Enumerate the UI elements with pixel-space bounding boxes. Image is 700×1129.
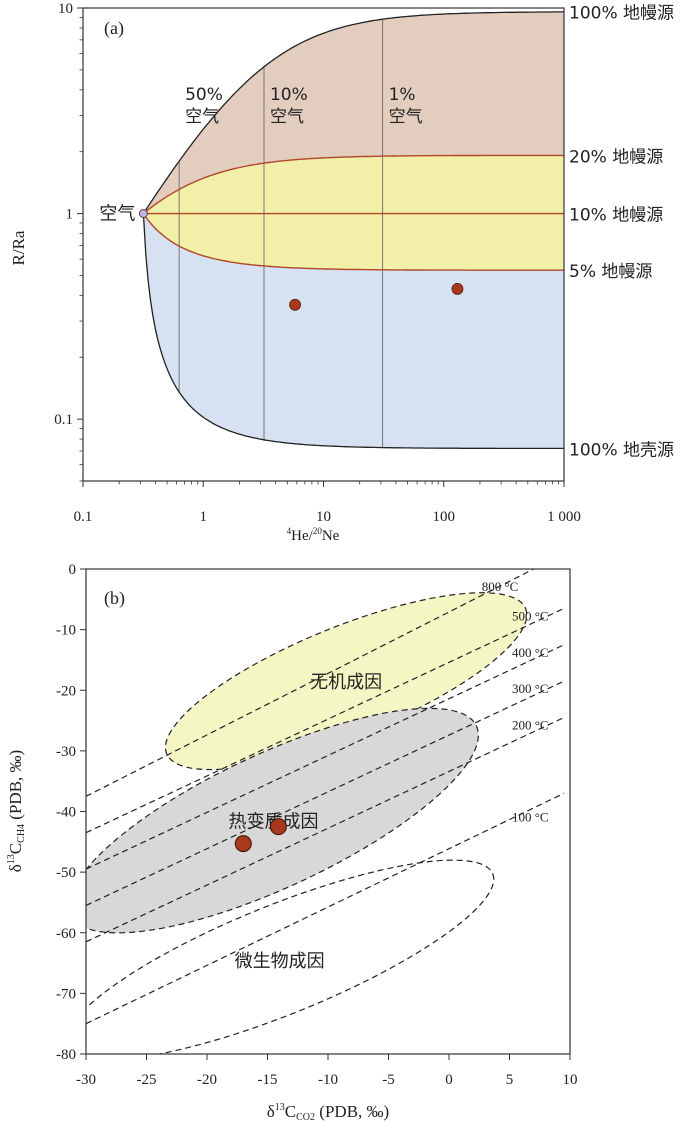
isotherm-label: 500 °C (512, 608, 549, 623)
b-y-tick-label: -70 (56, 986, 76, 1002)
b-x-tick-label: 10 (563, 1072, 578, 1088)
isotherm-label: 300 °C (512, 681, 549, 696)
mantle-5-curve (142, 213, 564, 271)
a-x-tick-label: 1 (200, 509, 208, 525)
isotherm-line (86, 644, 565, 870)
air-point (138, 209, 148, 219)
air-fraction-pct-label: 10% (270, 85, 308, 105)
b-x-tick-label: -25 (137, 1072, 157, 1088)
panel-b-ticks: -30 -25 -20 -15 -10 -5 0 5 100-10-20-30-40-50-60… (56, 562, 578, 1088)
b-y-tick-label: -80 (56, 1047, 76, 1063)
a-y-tick-label: 0.1 (54, 412, 73, 428)
sample-point (234, 835, 252, 853)
a-x-tick-label: 0.1 (74, 509, 93, 525)
a-y-tick-label: 1 (66, 207, 74, 223)
air-point-label: 空气 (99, 204, 135, 225)
b-y-tick-label: 0 (69, 562, 77, 578)
panel-a-y-axis-label: R/Ra (9, 230, 28, 265)
isotherm-label: 400 °C (512, 645, 549, 660)
panel-b-x-axis-label: δ13CCO2 (PDB, ‰) (267, 1102, 389, 1123)
b-x-tick-label: 5 (506, 1072, 514, 1088)
b-x-tick-label: -10 (318, 1072, 338, 1088)
sample-point (269, 818, 287, 836)
mixing-line-label: 10% 地幔源 (569, 206, 663, 226)
b-y-tick-label: -40 (56, 805, 76, 821)
isotherm-line (86, 607, 565, 834)
air-fraction-pct-label: 50% (185, 85, 223, 105)
mantle-100-curve (142, 11, 564, 214)
mixing-line-label: 100% 地壳源 (569, 440, 674, 460)
a-y-tick-label: 10 (58, 1, 73, 17)
b-y-tick-label: -10 (56, 623, 76, 639)
b-x-tick-label: -30 (76, 1072, 96, 1088)
panel-b-y-axis-label: δ13CCH4 (PDB, ‰) (6, 750, 27, 872)
panel-a-label: (a) (104, 18, 124, 39)
isotherm-line (86, 569, 534, 797)
mixing-line-label: 20% 地幔源 (569, 147, 663, 167)
genesis-field-2 (86, 859, 495, 1054)
b-x-tick-label: -15 (258, 1072, 278, 1088)
crust-region-fill (143, 213, 564, 449)
b-x-tick-label: -5 (382, 1072, 395, 1088)
sample-point (289, 298, 301, 311)
isotherm-line (86, 716, 565, 943)
sample-point (451, 283, 464, 295)
panel-a-lines (142, 11, 564, 450)
b-y-tick-label: -20 (56, 683, 76, 699)
a-x-tick-label: 100 (433, 509, 456, 525)
mixing-line-label: 100% 地幔源 (569, 4, 674, 24)
panel-a-regions (143, 11, 564, 449)
air-fraction-word-label: 空气 (270, 107, 304, 127)
genesis-field-label: 微生物成因 (235, 951, 325, 972)
isotherm-line (86, 792, 565, 1025)
panel-a-x-axis-label: 4He/20Ne (287, 526, 340, 544)
panel-a: 0.1 1 10 100 1 000 0.1 1 10 100% 地幔源 20% 地幔源 10% … (9, 1, 674, 544)
isotherm-label: 200 °C (512, 718, 549, 733)
panel-b-isotherms (86, 569, 565, 1025)
b-y-tick-label: -60 (56, 926, 76, 942)
mantle-region-fill (143, 11, 564, 214)
genesis-field-label: 无机成因 (310, 672, 382, 693)
panel-b-label: (b) (104, 588, 125, 609)
air-fraction-pct-label: 1% (389, 85, 416, 105)
b-y-tick-label: -30 (56, 744, 76, 760)
isotherm-label: 800 °C (482, 579, 519, 594)
air-fraction-word-label: 空气 (185, 107, 219, 127)
isotherm-line (86, 680, 565, 907)
panel-b-marks: 800 °C 500 °C 400 °C 300 °C 200 °C 100 °C 无机成因… (229, 579, 549, 972)
a-x-tick-label: 10 (316, 509, 331, 525)
isotherm-label: 100 °C (512, 809, 549, 824)
b-y-tick-label: -50 (56, 865, 76, 881)
panel-a-ticks: 0.1 1 10 100 1 000 0.1 1 10 (54, 1, 581, 525)
mantle-20-curve (142, 154, 564, 215)
mixing-line-label: 5% 地幔源 (569, 262, 652, 282)
panel-b: -30 -25 -20 -15 -10 -5 0 5 100-10-20-30-40-50-60… (6, 562, 578, 1123)
crust-100-curve (142, 213, 564, 450)
a-x-tick-label: 1 000 (547, 509, 581, 525)
b-x-tick-label: 0 (445, 1072, 453, 1088)
b-x-tick-label: -20 (197, 1072, 217, 1088)
air-fraction-word-label: 空气 (389, 107, 423, 127)
mixed-region-fill (143, 155, 564, 271)
